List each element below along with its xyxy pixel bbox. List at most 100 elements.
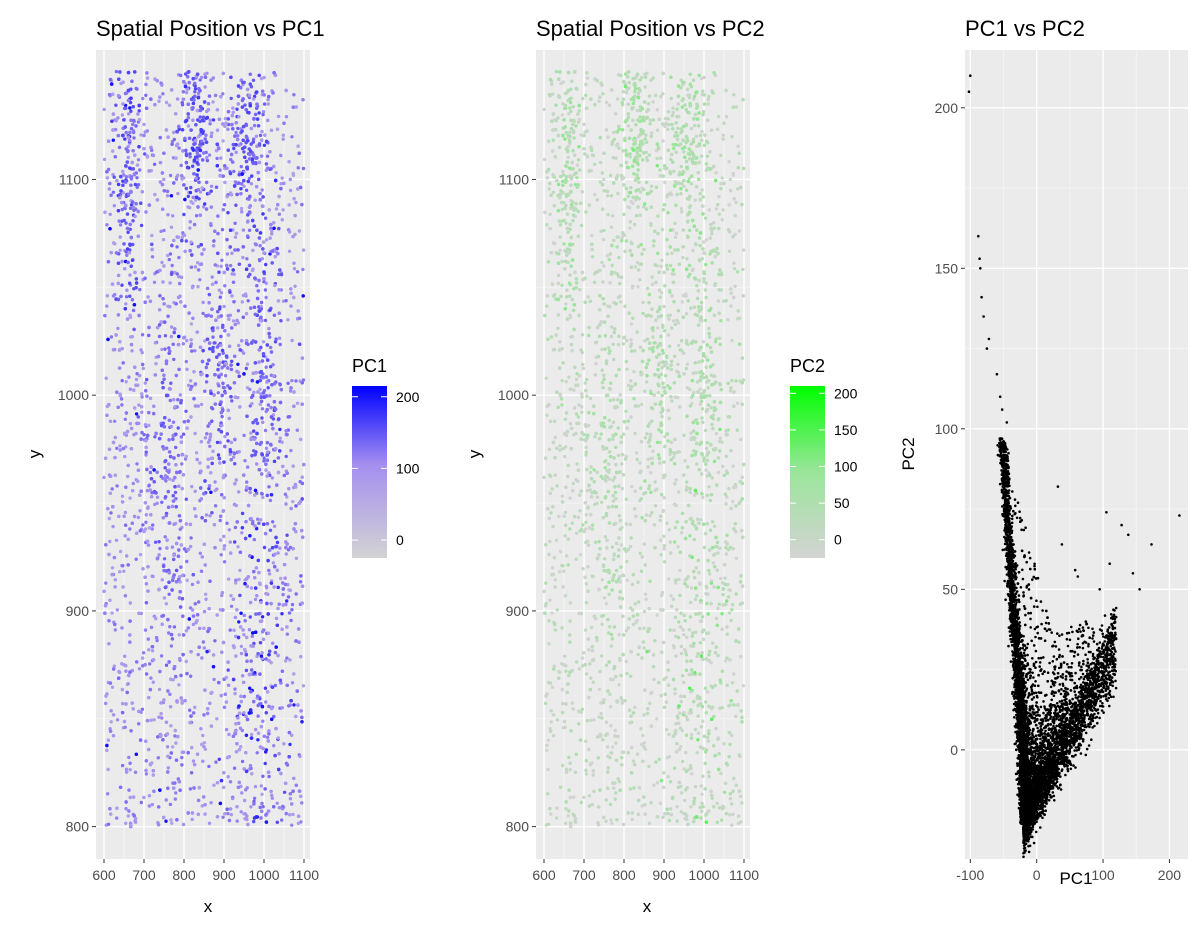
data-point [177, 485, 180, 488]
data-point [264, 592, 267, 595]
data-point [146, 565, 149, 568]
data-point [207, 765, 210, 768]
data-point [119, 249, 122, 252]
data-point [172, 786, 175, 789]
data-point [156, 471, 159, 474]
data-point [133, 366, 136, 369]
data-point [112, 191, 115, 194]
data-point [159, 230, 162, 233]
data-point [217, 384, 220, 387]
data-point [139, 133, 142, 136]
data-point [289, 292, 292, 295]
data-point [128, 762, 131, 765]
data-point [203, 72, 206, 75]
data-point [264, 532, 267, 535]
data-point [200, 372, 203, 375]
data-point [201, 186, 204, 189]
data-point [119, 189, 122, 192]
data-point [292, 390, 295, 393]
data-point [185, 154, 188, 157]
data-point [138, 667, 141, 670]
data-point [297, 641, 300, 644]
data-point [268, 150, 271, 153]
data-point [296, 402, 299, 405]
data-point [145, 71, 148, 74]
data-point [246, 823, 249, 826]
data-point [157, 588, 160, 591]
data-point [116, 608, 119, 611]
data-point [302, 248, 305, 251]
data-point [268, 650, 271, 653]
data-point [299, 655, 302, 658]
data-point [201, 760, 204, 763]
data-point [118, 348, 121, 351]
data-point [109, 475, 112, 478]
data-point [212, 784, 215, 787]
data-point [119, 223, 122, 226]
data-point [213, 480, 216, 483]
data-point [233, 452, 236, 455]
data-point [236, 248, 239, 251]
data-point [288, 813, 291, 816]
data-point [194, 602, 197, 605]
data-point [230, 441, 233, 444]
data-point [237, 704, 240, 707]
data-point [193, 95, 196, 98]
data-point [243, 582, 246, 585]
data-point [180, 177, 183, 180]
data-point [122, 118, 125, 121]
data-point [145, 601, 148, 604]
data-point [174, 797, 177, 800]
data-point [128, 139, 131, 142]
data-point [249, 601, 252, 604]
data-point [141, 363, 144, 366]
data-point [294, 522, 297, 525]
data-point [107, 260, 110, 263]
data-point [255, 284, 258, 287]
data-point [189, 523, 192, 526]
data-point [148, 484, 151, 487]
data-point [128, 243, 131, 246]
data-point [150, 477, 153, 480]
data-point [196, 161, 199, 164]
data-point [234, 395, 237, 398]
data-point [244, 520, 247, 523]
data-point [259, 816, 262, 819]
data-point [254, 631, 257, 634]
data-point [240, 652, 243, 655]
data-point [109, 511, 112, 514]
data-point [151, 575, 154, 578]
data-point [282, 603, 285, 606]
data-point [258, 244, 261, 247]
data-point [186, 579, 189, 582]
data-point [178, 596, 181, 599]
data-point [172, 358, 175, 361]
data-point [161, 297, 164, 300]
data-point [190, 746, 193, 749]
data-point [288, 203, 291, 206]
data-point [229, 314, 232, 317]
data-point [248, 153, 251, 156]
data-point [277, 752, 280, 755]
data-point [210, 131, 213, 134]
data-point [246, 363, 249, 366]
data-point [285, 115, 288, 118]
data-point [131, 200, 134, 203]
data-point [135, 87, 138, 90]
data-point [165, 798, 168, 801]
data-point [266, 450, 269, 453]
data-point [199, 727, 202, 730]
data-point [187, 811, 190, 814]
data-point [164, 495, 167, 498]
data-point [203, 543, 206, 546]
data-point [154, 491, 157, 494]
data-point [292, 703, 295, 706]
data-point [154, 362, 157, 365]
data-point [114, 628, 117, 631]
data-point [260, 725, 263, 728]
data-point [128, 670, 131, 673]
data-point [262, 251, 265, 254]
data-point [263, 787, 266, 790]
data-point [182, 183, 185, 186]
data-point [160, 654, 163, 657]
